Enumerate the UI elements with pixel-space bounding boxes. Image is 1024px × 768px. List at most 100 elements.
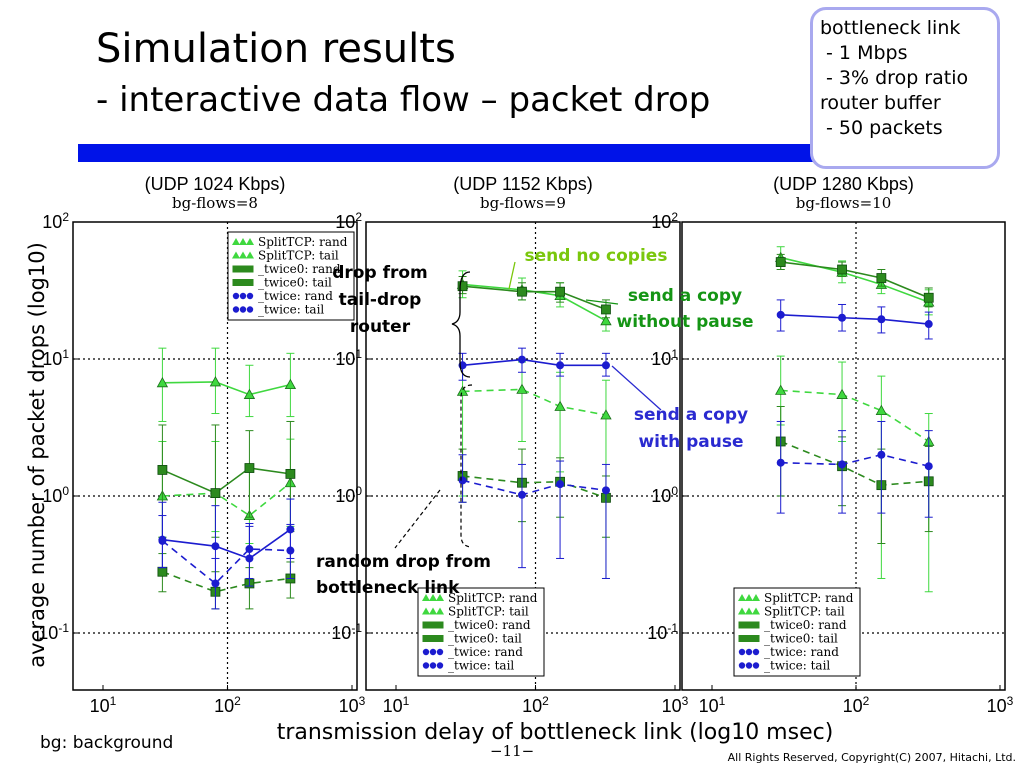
series-line [161, 540, 291, 585]
data-point-square [244, 463, 255, 473]
panel-header: (UDP 1152 Kbps) [453, 174, 592, 194]
legend-marker [745, 621, 753, 629]
data-point-square [210, 488, 221, 498]
annotation-send-copy-with-pause: send a copy [634, 405, 748, 425]
x-tick-label: 102 [214, 694, 241, 716]
series-line [780, 389, 930, 443]
legend-marker [239, 251, 247, 259]
panel-header: (UDP 1280 Kbps) [773, 174, 914, 194]
data-point-square [457, 281, 468, 292]
legend-label: SplitTCP: rand [764, 591, 854, 605]
y-tick-label: 102 [651, 210, 678, 232]
data-point-circle [776, 458, 785, 467]
annotation-drop-from-tail-drop-router: drop from [332, 263, 428, 283]
legend-marker [239, 238, 247, 245]
data-point-square [601, 304, 611, 315]
legend-marker [745, 607, 753, 615]
legend-label: _twice: rand [764, 645, 839, 659]
legend-marker [745, 662, 753, 669]
legend-label: _twice0: tail [448, 632, 522, 646]
annotation-bracket [451, 271, 471, 378]
y-tick-label: 102 [335, 210, 362, 232]
legend-marker [239, 279, 247, 286]
legend-label: _twice0: rand [764, 618, 847, 632]
chart-panel-1: (UDP 1024 Kbps)bg-flows=8 102 101 100 10-1 10… [38, 174, 365, 716]
data-point-circle [776, 310, 785, 319]
data-point-circle [211, 542, 220, 551]
panel-subheader: bg-flows=10 [796, 194, 892, 212]
legend-label: _twice0: tail [258, 276, 332, 290]
legend-marker [422, 621, 430, 629]
legend-marker [745, 594, 753, 601]
data-point-square [923, 292, 934, 303]
data-point-circle [924, 320, 933, 329]
x-tick-label: 101 [90, 694, 117, 716]
legend-label: SplitTCP: tail [448, 605, 529, 619]
data-point-circle [286, 546, 295, 555]
y-tick-label: 10-1 [331, 621, 362, 643]
panel-subheader: bg-flows=8 [172, 194, 258, 212]
data-point-triangle [775, 384, 787, 395]
series-line [462, 479, 607, 496]
legend-marker [429, 621, 437, 629]
y-tick-label: 100 [651, 484, 678, 506]
legend-marker [752, 621, 760, 629]
legend-marker [232, 251, 240, 259]
conditions-line: - 50 packets [820, 117, 943, 139]
x-tick-label: 103 [987, 694, 1014, 716]
series-line [462, 283, 607, 322]
panel-header: (UDP 1024 Kbps) [145, 174, 286, 194]
legend-marker [246, 306, 254, 313]
series-line [162, 467, 291, 495]
legend-marker [436, 635, 444, 642]
legend-label: _twice: tail [764, 659, 830, 673]
y-tick-label: 10-1 [38, 621, 69, 643]
panel-subheader: bg-flows=9 [480, 194, 566, 212]
legend-marker [752, 635, 760, 642]
legend-marker [422, 607, 430, 615]
legend-label: _twice: tail [448, 659, 514, 673]
legend-marker [422, 594, 430, 601]
data-point-circle [458, 476, 467, 485]
y-tick-label: 101 [335, 347, 362, 369]
legend-marker [246, 279, 254, 286]
legend-marker [436, 662, 444, 669]
legend-label: SplitTCP: tail [258, 249, 339, 263]
series-line [162, 381, 291, 396]
legend-label: SplitTCP: tail [764, 605, 845, 619]
y-tick-label: 100 [42, 484, 69, 506]
data-point-triangle [875, 404, 888, 416]
legend-box [733, 587, 861, 677]
legend-marker [738, 607, 746, 615]
series-line [462, 358, 606, 367]
annotation-send-copy-without-pause: without pause [617, 312, 754, 332]
legend-marker [239, 265, 247, 273]
data-point-circle [601, 486, 610, 495]
data-point-triangle [554, 400, 566, 411]
data-point-square [876, 273, 887, 283]
data-point-circle [517, 490, 526, 499]
copyright: All Rights Reserved, Copyright(C) 2007, … [727, 751, 1016, 764]
data-point-triangle [516, 383, 528, 394]
y-tick-label: 101 [651, 347, 678, 369]
legend-marker [738, 635, 746, 642]
data-point-triangle [456, 385, 469, 396]
series-line [162, 570, 291, 593]
legend-marker [239, 292, 247, 300]
series-line [780, 261, 930, 299]
x-tick-label: 103 [339, 694, 366, 716]
x-tick-label: 101 [383, 694, 410, 716]
data-point-triangle [156, 377, 169, 388]
annotation-random-drop-from-bottleneck-link: random drop from [316, 552, 491, 572]
legend-label: SplitTCP: rand [448, 591, 538, 605]
series-line [780, 256, 930, 303]
chart-panel-3: (UDP 1280 Kbps)bg-flows=10 102 101 100 10-1 1… [647, 174, 1013, 716]
data-point-circle [838, 313, 847, 322]
slide-subtitle: - interactive data flow – packet drop [96, 80, 711, 120]
bg-note: bg: background [40, 733, 174, 753]
data-point-circle [245, 545, 254, 554]
legend-label: _twice: tail [258, 303, 324, 317]
legend-marker [246, 265, 254, 273]
y-tick-label: 100 [335, 484, 362, 506]
series-line [780, 314, 929, 325]
